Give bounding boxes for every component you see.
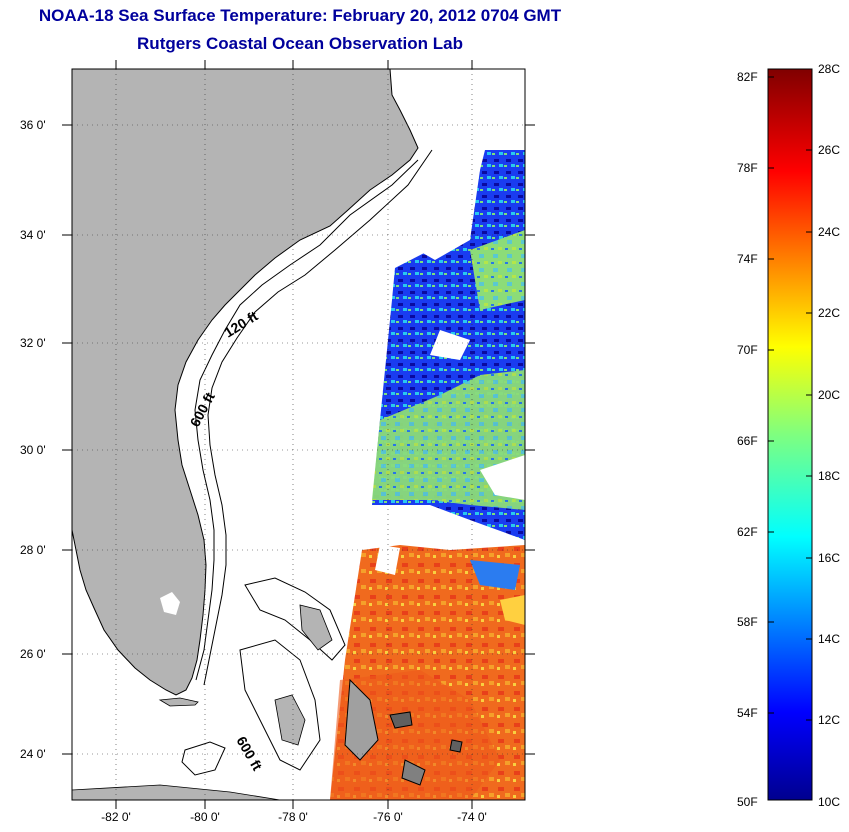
lon-label-74: -74 0' (457, 810, 487, 824)
lat-label-30: 30 0' (20, 443, 46, 457)
lon-label-76: -76 0' (373, 810, 403, 824)
lat-label-34: 34 0' (20, 228, 46, 242)
colorbar-f-label: 70F (737, 343, 758, 357)
lon-label-82: -82 0' (101, 810, 131, 824)
colorbar-f-label: 66F (737, 434, 758, 448)
lat-label-26: 26 0' (20, 647, 46, 661)
colorbar-f-label: 82F (737, 70, 758, 84)
map-frame (71, 68, 526, 801)
lon-label-80: -80 0' (190, 810, 220, 824)
colorbar-f-label: 78F (737, 161, 758, 175)
colorbar-f-label: 62F (737, 525, 758, 539)
lat-label-36: 36 0' (20, 118, 46, 132)
contour-120ft (194, 159, 419, 681)
land-southeast-us (72, 69, 419, 696)
colorbar-c-label: 20C (818, 388, 841, 402)
colorbar-c-label: 14C (818, 632, 841, 646)
colorbar-f-label: 50F (737, 795, 758, 809)
colorbar-c-label: 18C (818, 469, 841, 483)
colorbar-f-label: 74F (737, 252, 758, 266)
colorbar-c-label: 22C (818, 306, 841, 320)
colorbar-f-label: 58F (737, 615, 758, 629)
map-title: NOAA-18 Sea Surface Temperature: Februar… (38, 6, 562, 25)
colorbar-c-label: 12C (818, 713, 841, 727)
lon-label-78: -78 0' (278, 810, 308, 824)
lat-label-28: 28 0' (20, 543, 46, 557)
colorbar (767, 68, 813, 801)
map-grid (72, 69, 525, 800)
colorbar-c-label: 28C (818, 62, 841, 76)
colorbar-c-label: 24C (818, 225, 841, 239)
map-subtitle: Rutgers Coastal Ocean Observation Lab (137, 34, 463, 53)
contour-600ft (203, 149, 433, 686)
colorbar-c-label: 26C (818, 143, 841, 157)
colorbar-c-label: 16C (818, 551, 841, 565)
colorbar-f-label: 54F (737, 706, 758, 720)
lat-label-32: 32 0' (20, 336, 46, 350)
lake-okeechobee (160, 592, 180, 615)
lat-label-24: 24 0' (20, 747, 46, 761)
colorbar-c-label: 10C (818, 795, 841, 809)
